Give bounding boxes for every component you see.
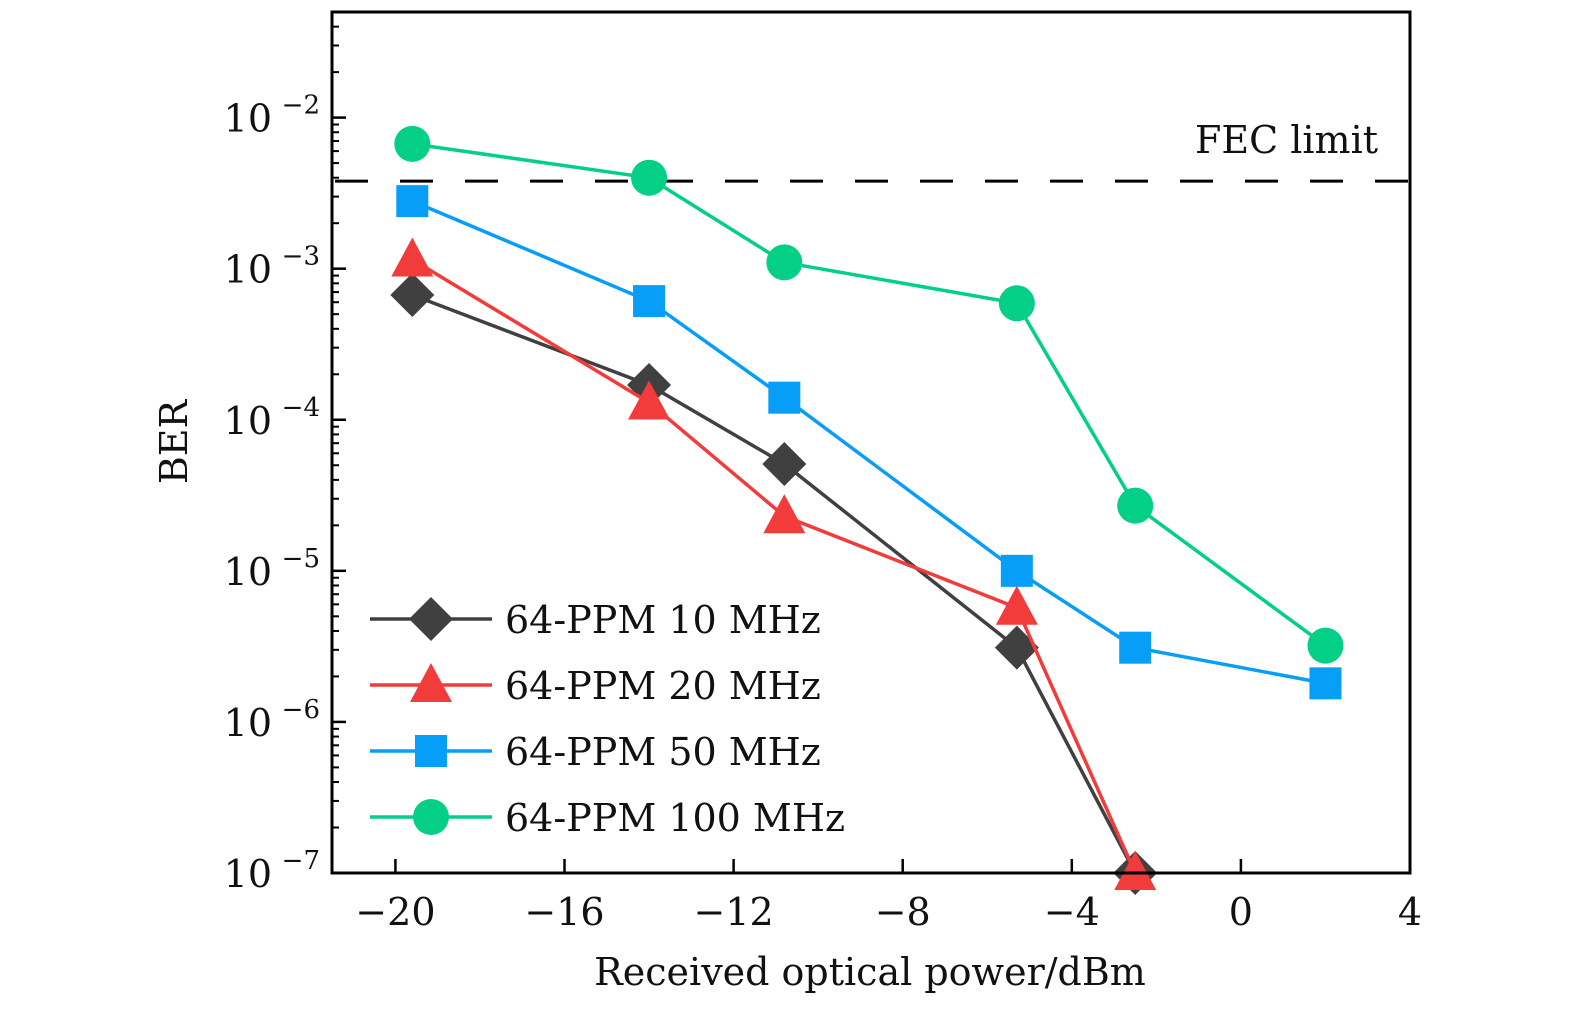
series-line [412, 142, 1327, 648]
data-point-triangle [763, 494, 806, 534]
y-tick-exponent: −7 [282, 846, 320, 876]
x-tick-label: −12 [694, 890, 774, 934]
y-tick-label: 10 [224, 852, 272, 896]
series-64-ppm-50-mhz [396, 185, 1342, 700]
y-tick-exponent: −5 [282, 544, 320, 574]
data-point-circle [766, 244, 803, 281]
x-tick-label: −4 [1044, 890, 1100, 934]
data-point-square [396, 185, 429, 218]
x-tick-label: −8 [875, 890, 931, 934]
legend-item: 64-PPM 50 MHz [370, 730, 821, 774]
series-line [411, 199, 1326, 686]
y-tick-label: 10 [224, 399, 272, 443]
fec-limit-label: FEC limit [1195, 118, 1378, 162]
y-tick-label: 10 [224, 97, 272, 141]
legend: 64-PPM 10 MHz 64-PPM 20 MHz 64-PPM 50 MHz 6… [370, 597, 845, 840]
x-tick-label: 4 [1398, 890, 1422, 934]
data-point-square [1309, 667, 1342, 700]
legend-label: 64-PPM 20 MHz [505, 664, 821, 708]
data-point-triangle [995, 585, 1038, 625]
legend-marker-circle [413, 799, 449, 835]
y-tick-label: 10 [224, 248, 272, 292]
y-tick-label: 10 [224, 550, 272, 594]
legend-label: 64-PPM 10 MHz [505, 598, 821, 642]
data-point-square [633, 285, 666, 318]
plot-content [332, 125, 1410, 895]
y-tick-exponent: −4 [282, 393, 320, 423]
data-point-diamond [994, 625, 1039, 670]
legend-marker-square [415, 735, 447, 767]
data-point-triangle [1114, 851, 1157, 890]
data-point-circle [631, 159, 668, 196]
legend-item: 64-PPM 100 MHz [370, 796, 845, 840]
y-tick-exponent: −6 [282, 695, 320, 725]
data-point-triangle [391, 237, 434, 277]
x-tick-label: 0 [1229, 890, 1253, 934]
legend-marker-triangle [410, 663, 452, 702]
series-64-ppm-20-mhz [391, 237, 1157, 890]
data-point-circle [998, 285, 1035, 322]
y-axis-label: BER [152, 398, 196, 484]
data-point-triangle [628, 380, 671, 420]
data-point-circle [1117, 487, 1154, 524]
data-point-circle [1307, 627, 1344, 664]
legend-label: 64-PPM 50 MHz [505, 730, 821, 774]
y-axis-ticks: 10 −7 10 −6 10 −5 10 −4 10 −3 10 −2 [224, 11, 346, 896]
data-point-diamond [762, 441, 807, 486]
x-tick-label: −20 [355, 890, 435, 934]
data-point-circle [394, 125, 431, 162]
data-point-square [768, 381, 801, 414]
y-tick-exponent: −2 [282, 91, 320, 121]
legend-marker-diamond [409, 597, 453, 641]
data-point-square [1119, 631, 1152, 664]
y-tick-exponent: −3 [282, 242, 320, 272]
y-tick-label: 10 [224, 701, 272, 745]
legend-label: 64-PPM 100 MHz [505, 796, 845, 840]
x-axis-label: Received optical power/dBm [594, 950, 1146, 994]
legend-item: 64-PPM 20 MHz [370, 663, 821, 708]
x-tick-label: −16 [524, 890, 604, 934]
series-64-ppm-100-mhz [394, 125, 1344, 664]
legend-item: 64-PPM 10 MHz [370, 597, 821, 642]
x-axis-ticks: −20 −16 −12 −8 −4 0 4 [355, 859, 1422, 934]
data-point-diamond [390, 272, 435, 317]
data-point-square [1000, 554, 1033, 587]
